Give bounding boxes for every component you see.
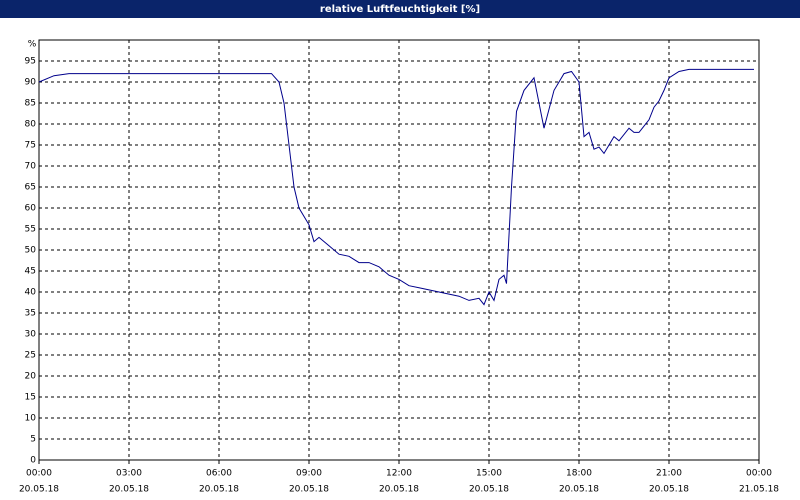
x-tick-label: 00:00 — [26, 469, 52, 479]
y-tick-label: 85 — [25, 99, 36, 109]
x-tick-label: 20.05.18 — [19, 485, 59, 495]
x-tick-label: 20.05.18 — [649, 485, 689, 495]
y-tick-label: 65 — [25, 183, 36, 193]
y-tick-label: 95 — [25, 57, 36, 67]
y-tick-label: 80 — [25, 120, 37, 130]
y-tick-label: 5 — [30, 435, 36, 445]
title-bar — [0, 0, 800, 18]
x-tick-label: 21.05.18 — [739, 485, 779, 495]
x-tick-label: 00:00 — [746, 469, 772, 479]
y-tick-label: 45 — [25, 267, 36, 277]
x-tick-label: 03:00 — [116, 469, 142, 479]
y-tick-label: 90 — [25, 78, 37, 88]
y-axis-label: % — [28, 40, 37, 50]
y-tick-label: 70 — [25, 162, 37, 172]
x-tick-label: 15:00 — [476, 469, 502, 479]
y-tick-label: 75 — [25, 141, 36, 151]
y-tick-label: 20 — [25, 372, 37, 382]
x-tick-label: 20.05.18 — [289, 485, 329, 495]
x-tick-label: 20.05.18 — [109, 485, 149, 495]
x-tick-label: 20.05.18 — [379, 485, 419, 495]
x-tick-label: 09:00 — [296, 469, 322, 479]
y-tick-label: 40 — [25, 288, 37, 298]
y-tick-label: 35 — [25, 309, 36, 319]
x-tick-label: 20.05.18 — [199, 485, 239, 495]
y-tick-label: 55 — [25, 225, 36, 235]
x-tick-label: 20.05.18 — [469, 485, 509, 495]
x-tick-label: 21:00 — [656, 469, 682, 479]
x-tick-label: 18:00 — [566, 469, 592, 479]
data-line — [38, 68, 754, 306]
y-tick-label: 30 — [25, 330, 37, 340]
y-tick-label: 50 — [25, 246, 37, 256]
y-tick-label: 0 — [30, 456, 36, 466]
chart-title: relative Luftfeuchtigkeit [%] — [320, 4, 480, 15]
x-tick-label: 12:00 — [386, 469, 412, 479]
x-tick-label: 06:00 — [206, 469, 232, 479]
y-tick-label: 15 — [25, 393, 36, 403]
y-tick-label: 10 — [25, 414, 37, 424]
y-tick-label: 60 — [25, 204, 37, 214]
x-tick-label: 20.05.18 — [559, 485, 599, 495]
y-tick-label: 25 — [25, 351, 36, 361]
